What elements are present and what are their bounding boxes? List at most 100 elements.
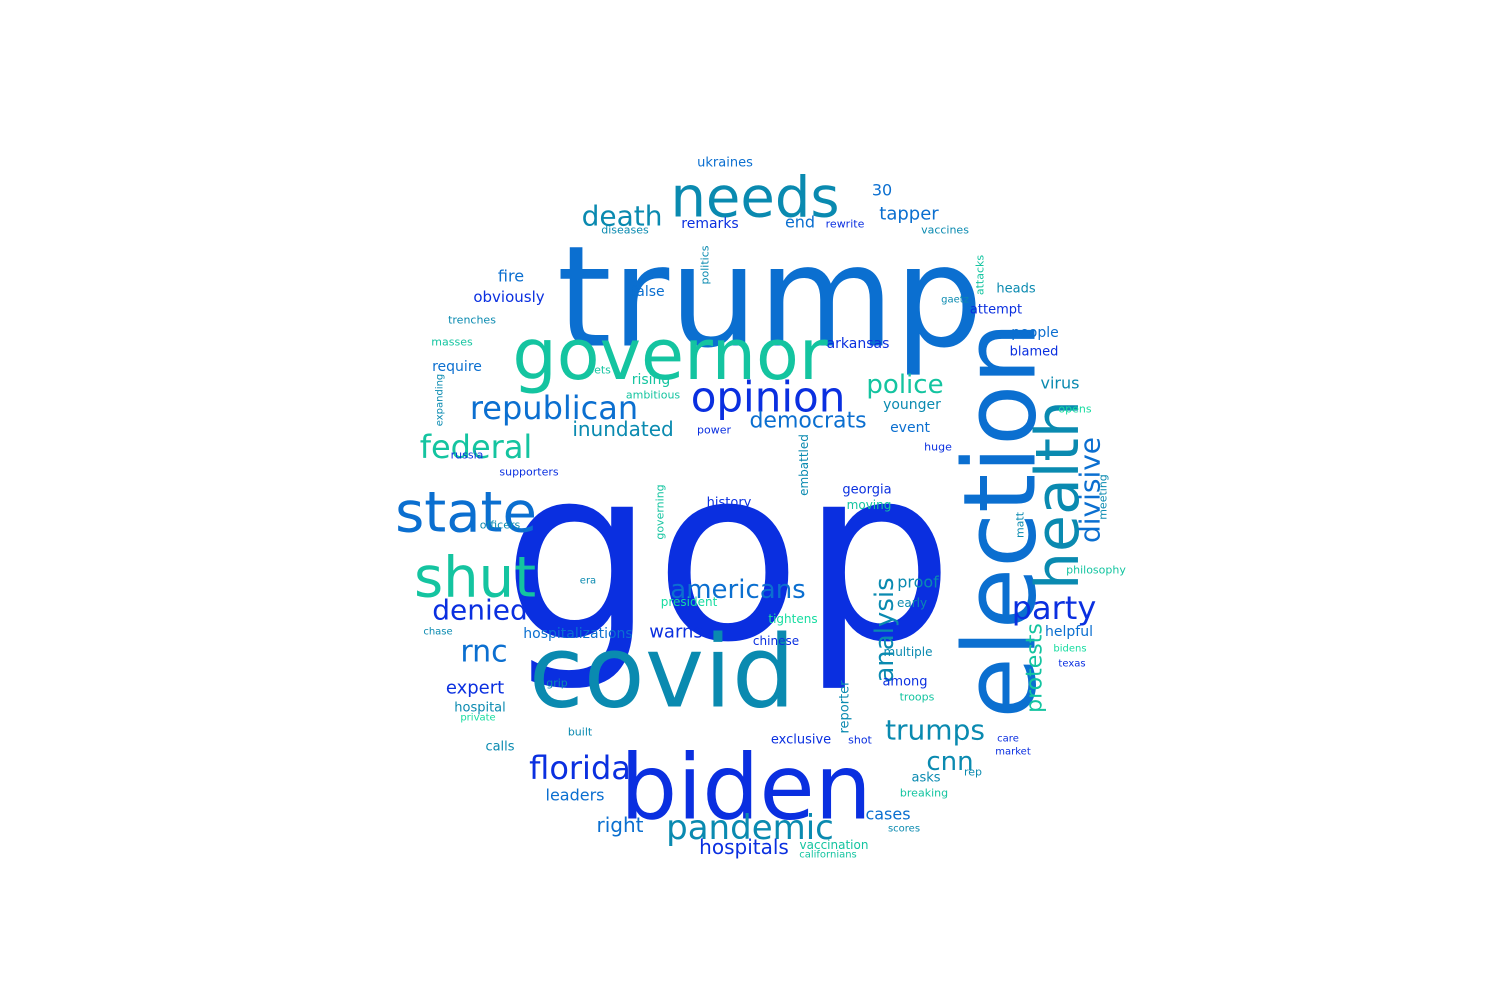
word-governing: governing [654, 484, 667, 539]
word-power: power [697, 424, 731, 437]
word-chinese: chinese [753, 634, 799, 648]
word-politics: politics [699, 245, 712, 284]
word-calls: calls [485, 740, 514, 755]
word-texas: texas [1058, 659, 1085, 670]
word-election: election [942, 321, 1059, 718]
word-30: 30 [872, 181, 892, 200]
word-among: among [882, 675, 927, 690]
word-fire: fire [498, 267, 524, 286]
word-history: history [707, 496, 752, 511]
word-blamed: blamed [1010, 345, 1059, 360]
word-moving: moving [847, 498, 892, 512]
word-require: require [432, 359, 482, 375]
word-end: end [785, 213, 815, 232]
word-protests: protests [1023, 623, 1048, 713]
word-warns: warns [649, 622, 703, 643]
word-early: early [897, 596, 927, 610]
word-inundated: inundated [572, 417, 673, 441]
word-rep: rep [964, 766, 982, 779]
word-death: death [582, 200, 663, 233]
word-governor: governor [512, 314, 827, 396]
word-rising: rising [632, 372, 671, 388]
word-troops: troops [900, 691, 935, 704]
word-ukraines: ukraines [697, 156, 753, 171]
word-matt: matt [1014, 511, 1027, 538]
word-expanding: expanding [435, 374, 446, 427]
word-false: false [631, 284, 664, 300]
word-multiple: multiple [883, 645, 932, 659]
word-rewrite: rewrite [826, 218, 865, 231]
word-tightens: tightens [768, 612, 817, 626]
word-embattled: embattled [797, 434, 811, 496]
word-officers: officers [480, 519, 521, 532]
word-private: private [460, 713, 495, 724]
word-remarks: remarks [681, 216, 738, 232]
word-right: right [597, 813, 644, 837]
word-meeting: meeting [1097, 474, 1110, 520]
word-helpful: helpful [1045, 624, 1093, 640]
word-denied: denied [432, 594, 528, 627]
word-asks: asks [911, 771, 940, 786]
word-analysis: analysis [870, 577, 900, 682]
word-florida: florida [529, 749, 631, 787]
word-hospitals: hospitals [699, 835, 789, 859]
word-huge: huge [924, 441, 952, 454]
word-bidens: bidens [1053, 644, 1086, 655]
word-federal: federal [420, 428, 533, 466]
word-opens: opens [1058, 403, 1091, 416]
word-republican: republican [470, 389, 638, 427]
word-leaders: leaders [545, 786, 604, 805]
word-hospital: hospital [454, 701, 506, 716]
word-supporters: supporters [499, 466, 559, 479]
word-health: health [1023, 400, 1093, 590]
word-police: police [866, 370, 943, 400]
word-trenches: trenches [448, 314, 496, 327]
word-arkansas: arkansas [827, 336, 890, 352]
word-rnc: rnc [460, 635, 507, 670]
word-cnn: cnn [926, 747, 973, 777]
word-russia: russia [451, 449, 484, 462]
word-diseases: diseases [601, 224, 649, 237]
word-breaking: breaking [900, 787, 948, 800]
word-divisive: divisive [1074, 437, 1107, 543]
word-pandemic: pandemic [666, 808, 834, 848]
word-shut: shut [414, 546, 536, 611]
word-tapper: tapper [879, 204, 939, 225]
word-reporter: reporter [838, 680, 853, 734]
word-obviously: obviously [473, 288, 544, 306]
word-vaccines: vaccines [921, 224, 969, 237]
word-trumps: trumps [885, 714, 985, 747]
word-built: built [568, 726, 593, 739]
word-masses: masses [431, 336, 473, 349]
word-expert: expert [446, 678, 504, 699]
word-people: people [1011, 325, 1058, 341]
word-shot: shot [848, 734, 872, 747]
word-virus: virus [1041, 374, 1080, 393]
word-americans: americans [670, 575, 805, 605]
word-gaetz: gaetz [941, 295, 969, 306]
word-needs: needs [670, 166, 839, 231]
word-market: market [995, 747, 1031, 758]
word-biden: biden [620, 736, 872, 841]
word-proof: proof [897, 573, 939, 592]
word-georgia: georgia [842, 483, 891, 498]
word-hospitalizations: hospitalizations [523, 626, 632, 642]
word-democrats: democrats [749, 409, 866, 434]
word-party: party [1012, 589, 1097, 627]
word-exclusive: exclusive [771, 733, 831, 748]
word-grip: grip [546, 677, 568, 690]
word-scores: scores [888, 824, 920, 835]
word-era: era [580, 576, 596, 587]
word-attempt: attempt [970, 303, 1022, 318]
word-state: state [395, 481, 537, 546]
word-younger: younger [883, 397, 941, 413]
word-bets: bets [587, 364, 611, 377]
word-chase: chase [423, 627, 452, 638]
word-care: care [997, 734, 1019, 745]
word-californians: californians [799, 850, 857, 861]
word-attacks: attacks [974, 255, 987, 296]
word-gop: gop [502, 415, 954, 695]
word-opinion: opinion [691, 373, 846, 422]
word-covid: covid [529, 614, 796, 731]
